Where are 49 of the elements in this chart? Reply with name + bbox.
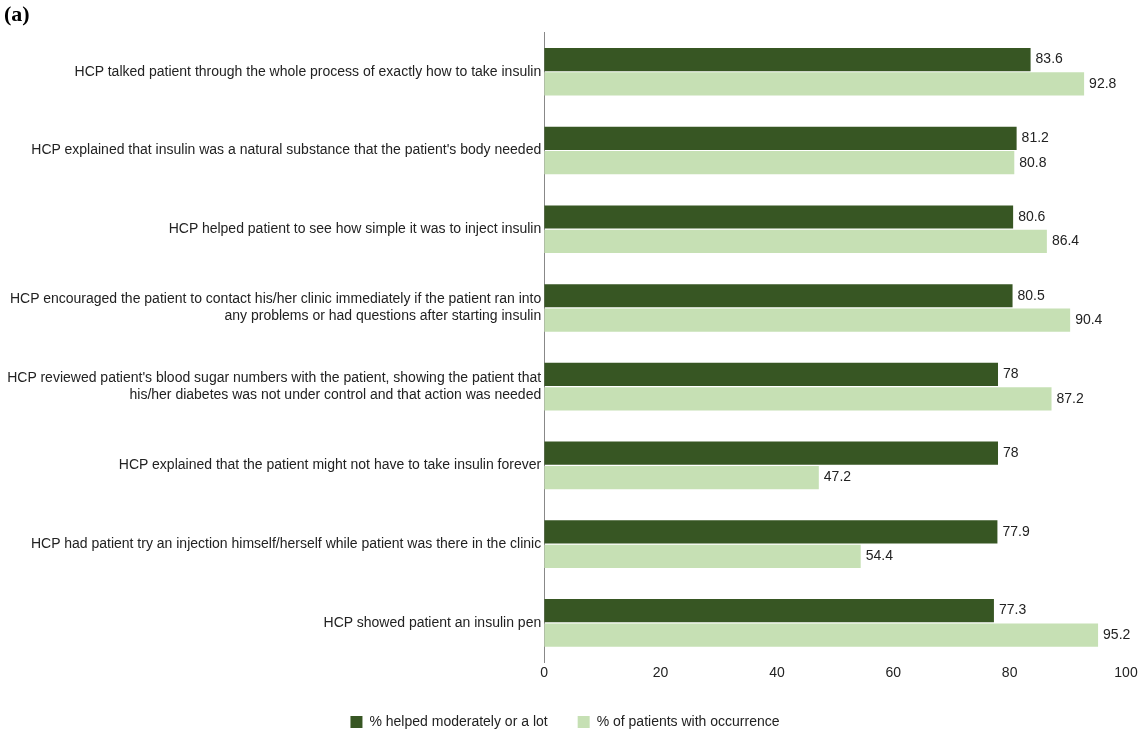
x-tick-label: 0 [540,664,549,681]
y-tick-label: HCP explained that insulin was a natural substance that the patient's body needed [31,141,542,158]
bar [544,229,1047,254]
bar [544,362,999,387]
data-label: 90.4 [1075,311,1103,327]
bar [544,441,999,465]
data-label: 78 [1003,444,1019,461]
x-tick-label: 40 [769,664,785,681]
x-tick-label: 100 [1114,664,1138,681]
bar [544,151,1015,175]
x-tick-label: 60 [885,664,902,681]
bar [544,308,1071,332]
data-label: 80.5 [1017,286,1046,303]
data-label: 47.2 [823,468,852,485]
text: (a) [4,0,30,26]
legend-label: % helped moderately or a lot [369,712,548,729]
data-label: 87.2 [1056,389,1084,406]
data-label: 77.3 [998,601,1027,618]
y-tick-label: HCP helped patient to see how simple it was to inject insulin [168,220,542,237]
y-tick-label: HCP encouraged the patient to contact his/her clinic immediately if the patient ran into any problems or had questions after starting insulin [9,290,542,324]
bar [544,205,1014,229]
x-tick-label: 20 [652,664,669,681]
bar [544,520,998,544]
bar [544,72,1085,96]
y-tick-label: HCP explained that the patient might not have to take insulin forever [118,456,542,473]
bar [544,544,861,568]
legend-label: % of patients with occurrence [596,712,780,729]
data-label: 95.2 [1103,625,1131,642]
data-label: 80.6 [1018,207,1046,224]
bar [544,599,994,623]
data-label: 83.6 [1035,50,1064,67]
y-tick-label: HCP had patient try an injection himself/herself while patient was there in the clinic [30,534,542,551]
data-label: 81.2 [1021,129,1050,146]
data-label: 86.4 [1051,232,1080,249]
y-tick-label: HCP showed patient an insulin pen [323,613,542,630]
y-tick-label: HCP reviewed patient's blood sugar numbers with the patient, showing the patient that his/her diabetes was not under control and that action was needed [7,369,542,402]
bar [544,387,1052,411]
data-label: 77.9 [1002,522,1030,539]
data-label: 78 [1003,365,1019,382]
bar [544,126,1017,150]
data-label: 80.8 [1019,153,1047,170]
y-tick-label: HCP talked patient through the whole process of exactly how to take insulin [74,62,542,79]
bar [544,623,1099,647]
x-tick-label: 80 [1001,664,1018,681]
bar [544,466,819,490]
data-label: 54.4 [865,547,894,564]
data-label: 92.8 [1089,74,1117,91]
bar [544,47,1031,72]
bar [544,284,1013,308]
